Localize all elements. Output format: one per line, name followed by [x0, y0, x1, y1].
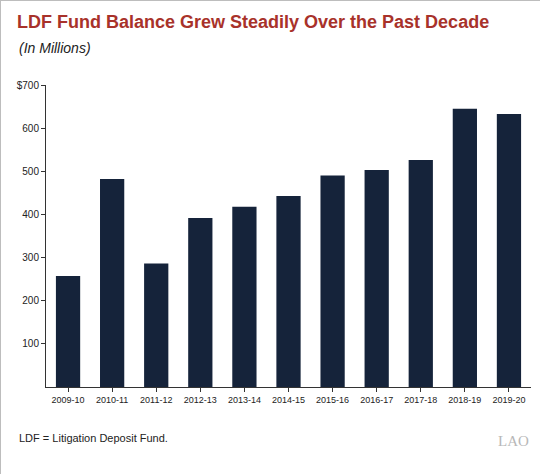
svg-text:2019-20: 2019-20	[492, 395, 525, 405]
svg-text:2016-17: 2016-17	[360, 395, 393, 405]
svg-text:2015-16: 2015-16	[316, 395, 349, 405]
svg-text:600: 600	[22, 123, 39, 134]
svg-text:2009-10: 2009-10	[52, 395, 85, 405]
svg-text:2017-18: 2017-18	[404, 395, 437, 405]
svg-text:LAO: LAO	[498, 433, 529, 449]
svg-text:400: 400	[22, 209, 39, 220]
svg-text:2013-14: 2013-14	[228, 395, 261, 405]
svg-text:100: 100	[22, 338, 39, 349]
svg-text:LDF = Litigation Deposit Fund.: LDF = Litigation Deposit Fund.	[19, 432, 168, 444]
svg-text:300: 300	[22, 252, 39, 263]
svg-text:2014-15: 2014-15	[272, 395, 305, 405]
svg-text:500: 500	[22, 166, 39, 177]
svg-text:200: 200	[22, 295, 39, 306]
svg-text:$700: $700	[17, 80, 40, 91]
svg-text:2018-19: 2018-19	[448, 395, 481, 405]
svg-text:LDF Fund Balance Grew Steadily: LDF Fund Balance Grew Steadily Over the …	[17, 12, 489, 32]
svg-text:2011-12: 2011-12	[140, 395, 172, 405]
svg-text:2012-13: 2012-13	[184, 395, 217, 405]
svg-text:2010-11: 2010-11	[96, 395, 128, 405]
svg-text:(In Millions): (In Millions)	[19, 40, 91, 56]
